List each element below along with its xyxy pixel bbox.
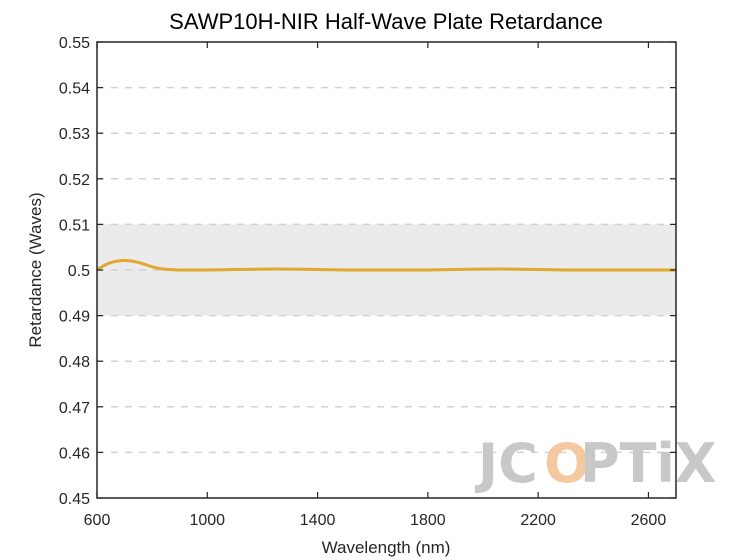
y-tick-label: 0.5	[68, 263, 90, 280]
x-tick-label: 1000	[189, 512, 225, 529]
y-tick-label: 0.47	[59, 400, 90, 417]
x-tick-label: 1800	[410, 512, 446, 529]
y-tick-label: 0.54	[59, 81, 90, 98]
y-tick-label: 0.51	[59, 217, 90, 234]
watermark-text-1: JC	[474, 432, 538, 495]
series-line	[96, 258, 676, 272]
x-tick-label: 2600	[631, 512, 667, 529]
y-tick-label: 0.45	[59, 491, 90, 508]
y-tick-label: 0.48	[59, 354, 90, 371]
watermark-text-2: O	[544, 432, 590, 495]
y-tick-label: 0.46	[59, 445, 90, 462]
x-axis-title: Wavelength (nm)	[322, 538, 451, 557]
y-axis: 0.45 0.46 0.47 0.48 0.49 0.5 0.51 0.52 0.53 0.54 0…	[59, 35, 676, 508]
x-tick-label: 2200	[520, 512, 556, 529]
x-tick-label: 1400	[300, 512, 336, 529]
y-tick-label: 0.52	[59, 172, 90, 189]
x-tick-label: 600	[84, 512, 111, 529]
jcoptix-logo: JC O PTiX	[474, 432, 717, 495]
watermark-text-3: PTiX	[580, 432, 717, 495]
y-tick-label: 0.55	[59, 35, 90, 52]
y-tick-label: 0.49	[59, 309, 90, 326]
y-tick-label: 0.53	[59, 126, 90, 143]
x-axis: 600 1000 1400 1800 2200 2600	[84, 42, 667, 529]
y-axis-title: Retardance (Waves)	[26, 192, 45, 347]
chart-title: SAWP10H-NIR Half-Wave Plate Retardance	[169, 9, 603, 34]
